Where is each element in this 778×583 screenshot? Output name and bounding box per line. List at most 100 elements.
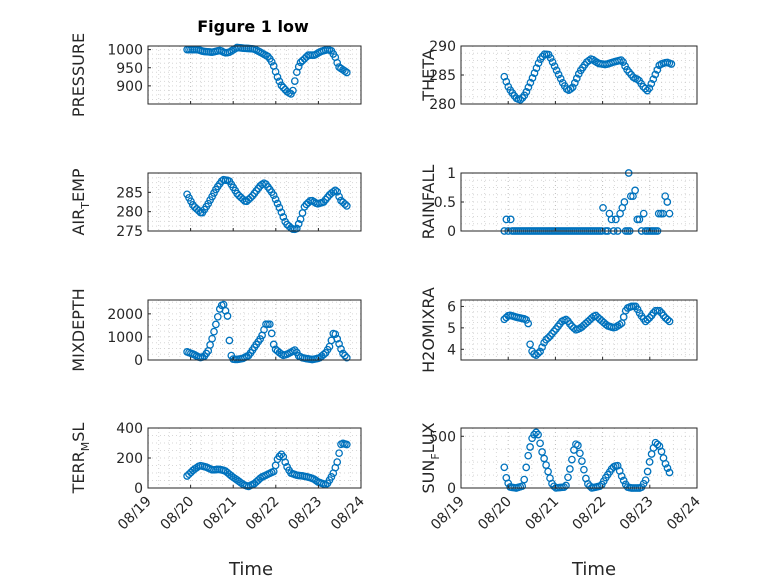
data-point (342, 202, 351, 210)
data-point (645, 313, 654, 322)
data-point (335, 449, 343, 458)
data-point (643, 315, 652, 324)
y-axis-label: RAINFALL (419, 165, 438, 240)
subplot-h2omixra: 4 5 6 H2OMIXRA (419, 287, 698, 373)
data-point (213, 312, 222, 321)
data-point (267, 329, 276, 338)
x-tick-label: 08/20 (475, 494, 515, 534)
data-point (554, 70, 563, 79)
data-point (536, 439, 544, 448)
data-point (550, 327, 558, 336)
y-axis-label-main: AIR (69, 209, 88, 236)
y-axis-label: PRESSURE (69, 33, 88, 117)
data-point (615, 320, 624, 329)
y-tick-label: 950 (116, 61, 143, 77)
data-point (265, 320, 274, 329)
data-point (500, 463, 509, 472)
data-point (331, 330, 340, 339)
data-point (578, 457, 586, 465)
subplot-air: 275 280 285 AIRTEMP (69, 168, 362, 240)
data-point (566, 85, 575, 93)
data-point (665, 317, 674, 326)
y-axis-label-tail: LUX (419, 422, 438, 453)
data-point (653, 66, 662, 74)
y-tick-label: 290 (429, 39, 456, 55)
data-point (520, 475, 529, 484)
data-point (631, 186, 639, 195)
data-point (607, 215, 616, 224)
data-point (572, 74, 581, 83)
y-axis-label: AIRTEMP (69, 168, 92, 235)
data-point (659, 311, 668, 320)
subplot-rainfall: 0 0.5 1 RAINFALL (419, 165, 698, 240)
data-point (653, 440, 662, 449)
data-point (576, 449, 584, 458)
data-point (188, 201, 197, 209)
y-tick-label: 285 (429, 68, 456, 84)
y-axis-label-main: H2OMIXRA (419, 287, 438, 373)
data-point (292, 224, 301, 233)
data-point (522, 463, 531, 472)
data-point (657, 209, 665, 218)
data-point (279, 83, 288, 92)
data-point (281, 458, 290, 467)
data-point (655, 306, 664, 315)
data-point (626, 192, 635, 201)
data-point (643, 467, 652, 476)
data-point (333, 187, 342, 196)
xlabel-right: Time (571, 559, 616, 580)
y-tick-label: 0 (447, 481, 456, 497)
y-axis-label-main: MIXDEPTH (69, 288, 88, 371)
data-point (335, 192, 343, 201)
axes-frame (460, 427, 698, 489)
subplot-sun: 0 500 08/19 08/20 08/21 08/22 08/23 08/24 SUNFLU… (419, 422, 704, 533)
data-point (548, 58, 557, 66)
data-point (534, 349, 542, 358)
data-point (269, 191, 278, 200)
data-point (663, 464, 672, 472)
y-tick-label: 1000 (107, 43, 143, 59)
data-point (294, 220, 303, 228)
data-point (269, 340, 278, 349)
data-point (619, 58, 627, 66)
data-point (645, 458, 654, 466)
data-point (556, 74, 565, 83)
y-tick-label: 500 (429, 429, 456, 445)
data-point (530, 69, 539, 77)
data-point (542, 461, 550, 469)
data-point (333, 458, 342, 466)
data-point (502, 215, 511, 224)
data-point (289, 86, 297, 95)
y-tick-label: 4 (447, 342, 456, 358)
x-tick-label: 08/23 (285, 494, 325, 534)
data-point (279, 213, 288, 221)
data-point (562, 315, 570, 324)
data-point (333, 334, 342, 343)
data-point (564, 473, 572, 482)
x-tick-label: 08/22 (243, 494, 283, 534)
data-point (617, 472, 626, 481)
data-point (651, 70, 660, 79)
data-point (665, 209, 674, 218)
y-tick-label: 6 (447, 299, 456, 315)
data-point (267, 57, 276, 66)
data-point (271, 195, 280, 204)
data-point (546, 54, 555, 62)
data-point (560, 483, 568, 491)
y-axis-label-main: TERR (69, 451, 88, 494)
plot-area (461, 428, 697, 488)
x-tick-label: 08/21 (200, 494, 240, 534)
data-point (665, 468, 674, 477)
xlabel-left: Time (228, 559, 273, 580)
y-tick-label: 1 (447, 166, 456, 182)
data-point (524, 319, 533, 328)
data-point (532, 64, 541, 72)
data-point (544, 467, 552, 476)
data-point (331, 186, 340, 195)
y-axis-label: SUNFLUX (419, 422, 442, 493)
subplot-mixdepth: 0 1000 2000 MIXDEPTH (69, 288, 362, 372)
data-point (518, 482, 527, 491)
x-tick-label: 08/24 (328, 493, 368, 533)
data-point (580, 465, 588, 474)
